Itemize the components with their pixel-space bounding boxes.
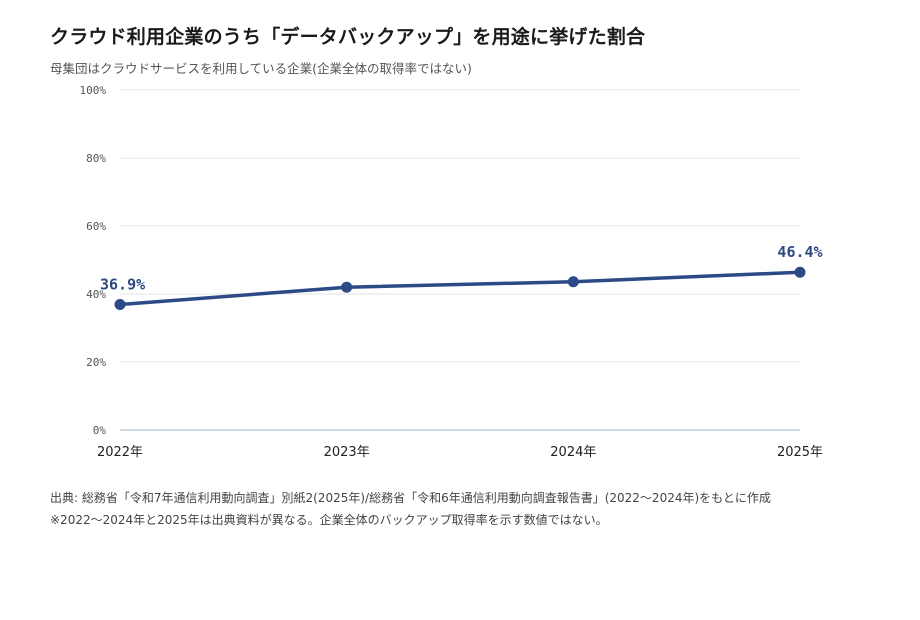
data-label: 36.9% [100,276,145,294]
gridlines [120,89,800,363]
y-tick-label: 100% [80,84,107,97]
series-line [118,270,802,307]
source-note: 出典: 総務省「令和7年通信利用動向調査」別紙2(2025年)/総務省「令和6年… [50,491,771,505]
data-labels: 36.9% 46.4% [100,243,823,293]
y-tick-label: 80% [86,152,106,165]
data-point [567,276,579,288]
x-tick-label: 2023年 [324,445,370,460]
data-point [114,299,126,311]
x-tick-label: 2022年 [97,445,143,460]
caveat-note: ※2022〜2024年と2025年は出典資料が異なる。企業全体のバックアップ取得… [50,513,608,527]
axes: 0% 20% 40% 60% 80% 100% 2022年 2023年 2024年 2025年 [80,84,824,460]
series [114,266,806,311]
data-point [794,266,806,278]
line-chart: 0% 20% 40% 60% 80% 100% 2022年 2023年 2024年 2025年 3… [80,84,824,460]
x-tick-label: 2024年 [550,445,596,460]
chart-title: クラウド利用企業のうち「データバックアップ」を用途に挙げた割合 [50,26,646,48]
y-tick-label: 0% [93,424,107,437]
y-tick-label: 40% [86,288,106,301]
y-tick-label: 20% [86,356,106,369]
y-tick-label: 60% [86,220,106,233]
x-tick-label: 2025年 [777,445,823,460]
data-label: 46.4% [777,243,822,261]
chart-subtitle: 母集団はクラウドサービスを利用している企業(企業全体の取得率ではない) [50,61,472,76]
data-point [341,281,353,293]
